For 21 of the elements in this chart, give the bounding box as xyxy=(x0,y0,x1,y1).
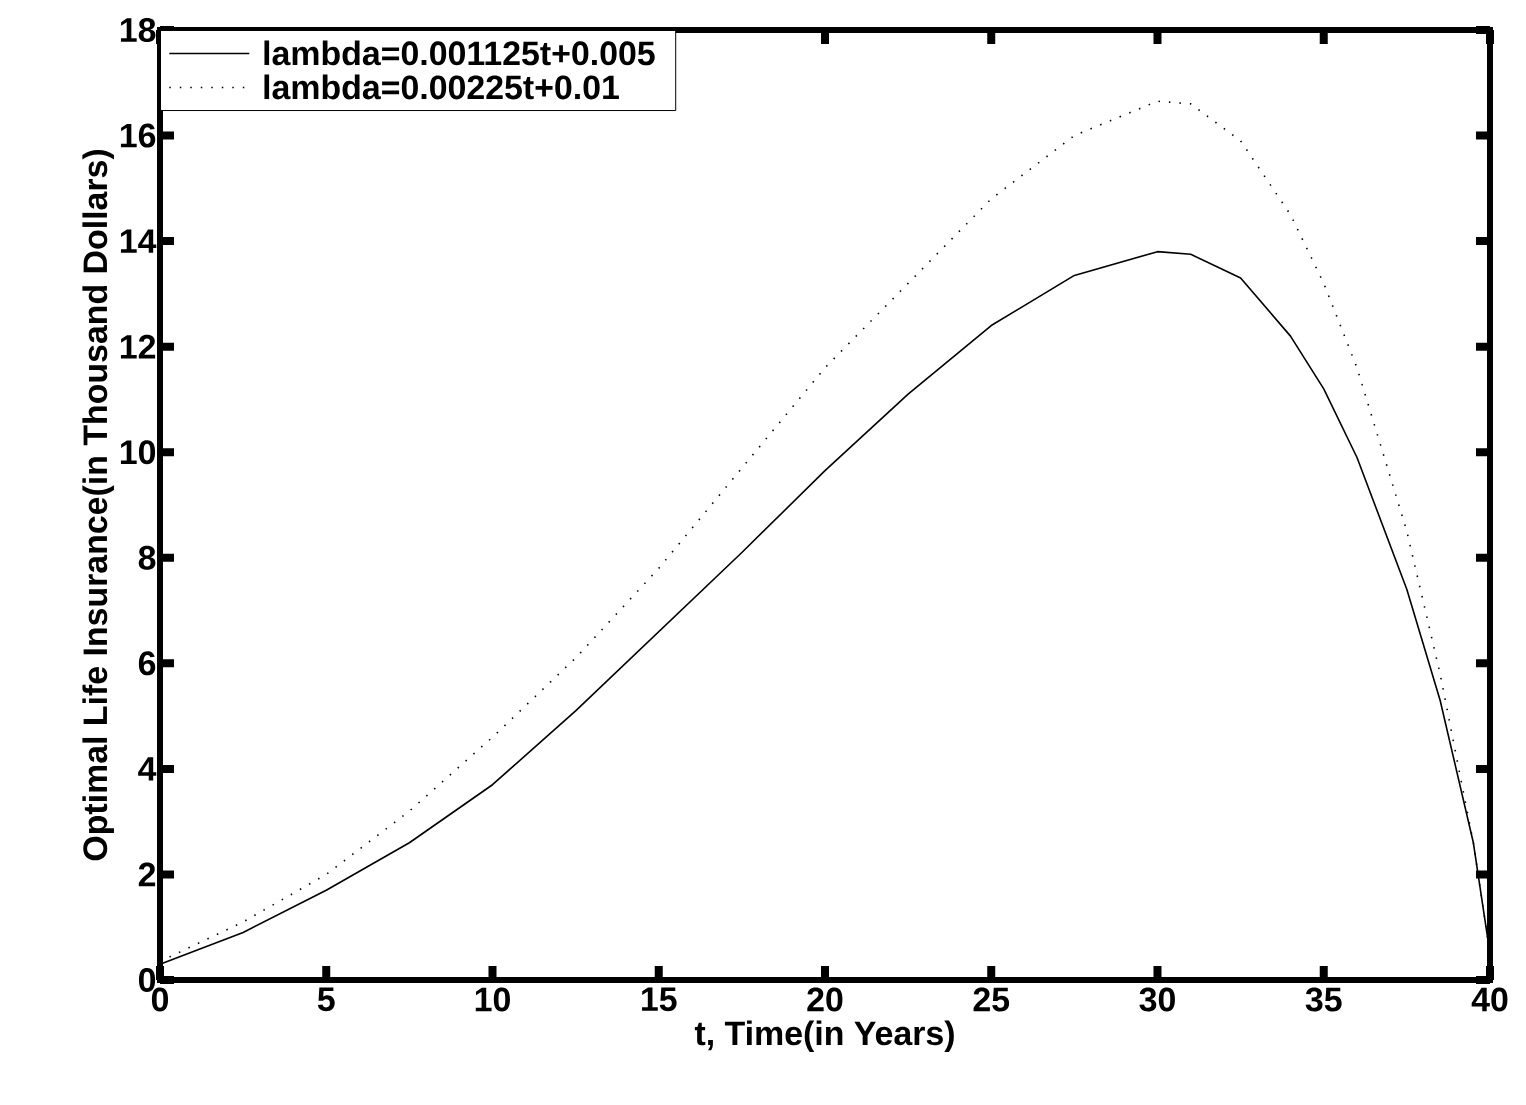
y-tick-label: 6 xyxy=(138,651,156,676)
y-tick-label: 2 xyxy=(138,862,156,887)
x-tick-label: 25 xyxy=(973,987,1010,1012)
x-tick-label: 20 xyxy=(807,987,843,1012)
y-tick-label: 8 xyxy=(138,545,156,570)
y-tick-label: 4 xyxy=(138,757,157,781)
x-axis-title: t, Time(in Years) xyxy=(694,1020,954,1052)
y-axis-title: Optimal Life Insurance(in Thousand Dollars) xyxy=(82,150,114,861)
x-tick-label: 40 xyxy=(1471,987,1508,1012)
y-tick-label: 10 xyxy=(120,440,156,465)
x-tick-label: 5 xyxy=(317,987,335,1012)
y-tick-label: 18 xyxy=(120,17,156,42)
legend-label: lambda=0.001125t+0.005 xyxy=(264,40,655,66)
legend-label: lambda=0.00225t+0.01 xyxy=(264,74,619,100)
y-tick-label: 16 xyxy=(120,123,156,148)
x-tick-label: 15 xyxy=(642,987,677,1012)
x-tick-label: 10 xyxy=(475,987,510,1012)
x-tick-label: 30 xyxy=(1139,987,1175,1012)
y-tick-label: 14 xyxy=(120,229,157,253)
x-tick-label: 35 xyxy=(1305,987,1342,1012)
y-tick-label: 12 xyxy=(120,334,156,359)
